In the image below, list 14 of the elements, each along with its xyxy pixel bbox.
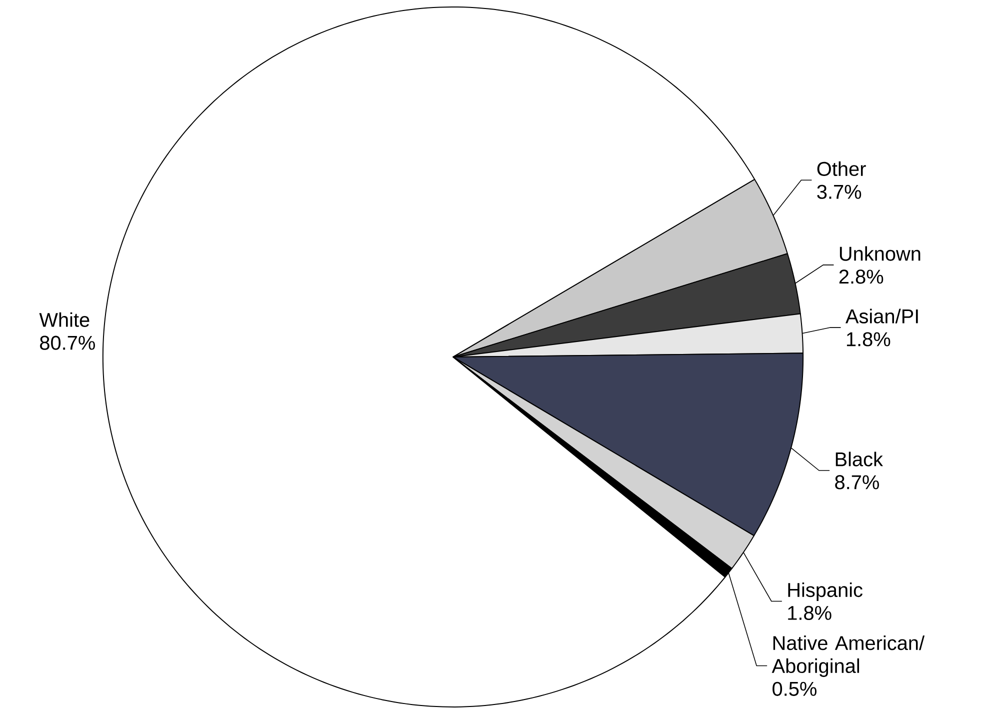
data-label: 2.8%	[839, 270, 884, 284]
slice-label: Unknown	[840, 246, 920, 261]
data-label: 0.5%	[772, 682, 816, 696]
data-label: 3.7%	[817, 184, 862, 199]
data-label: 1.8%	[846, 332, 890, 346]
slice-label: Hispanic	[788, 582, 862, 602]
slice-label: Other	[817, 161, 866, 176]
slice-label: Black	[836, 452, 883, 466]
slice-label: White	[39, 312, 90, 327]
slice-label: Native American/ Aboriginal	[772, 635, 925, 677]
data-label: 1.8%	[788, 606, 832, 620]
slice-label: Asian/PI	[845, 308, 918, 324]
data-label: 8.7%	[835, 475, 879, 490]
data-label: 80.7%	[40, 336, 95, 350]
